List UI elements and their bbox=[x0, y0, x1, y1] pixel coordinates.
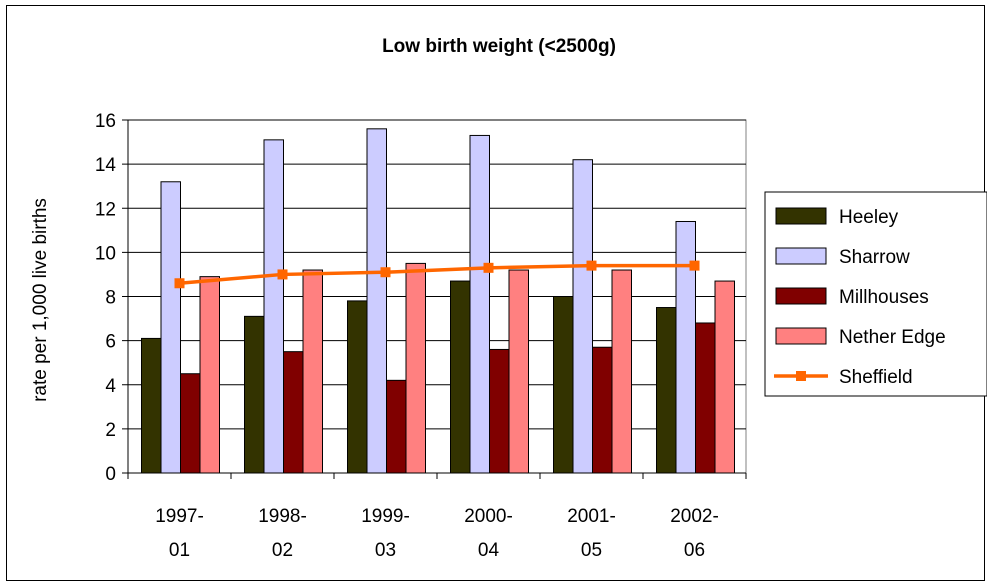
chart-title: Low birth weight (<2500g) bbox=[382, 36, 616, 57]
legend-marker bbox=[796, 371, 806, 381]
bar bbox=[695, 322, 716, 474]
bar bbox=[572, 159, 593, 474]
legend-swatch bbox=[775, 327, 827, 345]
bar bbox=[263, 139, 284, 474]
x-tick-label: 2002- bbox=[670, 506, 719, 527]
x-tick-label: 1999- bbox=[361, 506, 410, 527]
x-tick-label: 06 bbox=[684, 540, 705, 561]
bar bbox=[366, 128, 387, 474]
y-tick-label: 14 bbox=[95, 155, 117, 176]
bar bbox=[141, 337, 162, 474]
bar bbox=[302, 269, 323, 474]
bar bbox=[386, 379, 407, 474]
legend-label: Millhouses bbox=[839, 287, 929, 308]
line-marker bbox=[689, 260, 700, 271]
y-tick-label: 8 bbox=[105, 288, 116, 309]
axes: 02468101214161997-011998-021999-032000-0… bbox=[95, 111, 747, 561]
line-marker bbox=[277, 269, 288, 280]
y-tick-label: 16 bbox=[95, 111, 116, 132]
legend-swatch bbox=[775, 207, 827, 225]
y-tick-label: 0 bbox=[105, 464, 116, 485]
bar bbox=[450, 280, 471, 474]
y-tick-label: 4 bbox=[105, 376, 116, 397]
legend-swatch bbox=[775, 287, 827, 305]
legend-label: Sharrow bbox=[839, 247, 910, 268]
bar bbox=[180, 373, 201, 474]
bar bbox=[405, 262, 426, 474]
x-tick-label: 2000- bbox=[464, 506, 513, 527]
bar bbox=[553, 296, 574, 474]
grid-lines bbox=[128, 119, 746, 430]
bar bbox=[508, 269, 529, 474]
bar bbox=[675, 220, 696, 474]
bar bbox=[199, 276, 220, 474]
bar bbox=[347, 300, 368, 474]
y-axis-label: rate per 1,000 live births bbox=[30, 198, 51, 402]
x-tick-label: 03 bbox=[375, 540, 396, 561]
series-line bbox=[179, 263, 695, 286]
line-series bbox=[174, 260, 700, 289]
x-tick-label: 02 bbox=[272, 540, 293, 561]
bar bbox=[469, 134, 490, 474]
bar bbox=[244, 315, 265, 474]
bar bbox=[611, 269, 632, 474]
bar bbox=[160, 181, 181, 474]
y-tick-label: 6 bbox=[105, 332, 116, 353]
line-marker bbox=[586, 260, 597, 271]
x-tick-label: 04 bbox=[478, 540, 500, 561]
bar bbox=[283, 351, 304, 474]
x-tick-label: 1998- bbox=[258, 506, 307, 527]
legend-label: Heeley bbox=[839, 207, 899, 228]
legend-label: Sheffield bbox=[839, 367, 913, 388]
legend: Heeley Sharrow Millhouses Nether Edge Sheffi… bbox=[764, 191, 987, 397]
y-tick-label: 10 bbox=[95, 243, 116, 264]
y-tick-label: 12 bbox=[95, 199, 116, 220]
line-marker bbox=[380, 267, 391, 278]
bar bbox=[714, 280, 735, 474]
x-tick-label: 05 bbox=[581, 540, 602, 561]
y-tick-label: 2 bbox=[105, 420, 116, 441]
legend-label: Nether Edge bbox=[839, 327, 946, 348]
x-tick-label: 2001- bbox=[567, 506, 616, 527]
legend-swatch bbox=[775, 247, 827, 265]
line-marker bbox=[174, 278, 185, 289]
bars bbox=[141, 128, 735, 474]
x-tick-label: 1997- bbox=[155, 506, 204, 527]
bar bbox=[489, 348, 510, 474]
bar bbox=[656, 307, 677, 474]
bar bbox=[592, 346, 613, 474]
x-tick-label: 01 bbox=[169, 540, 190, 561]
line-marker bbox=[483, 262, 494, 273]
